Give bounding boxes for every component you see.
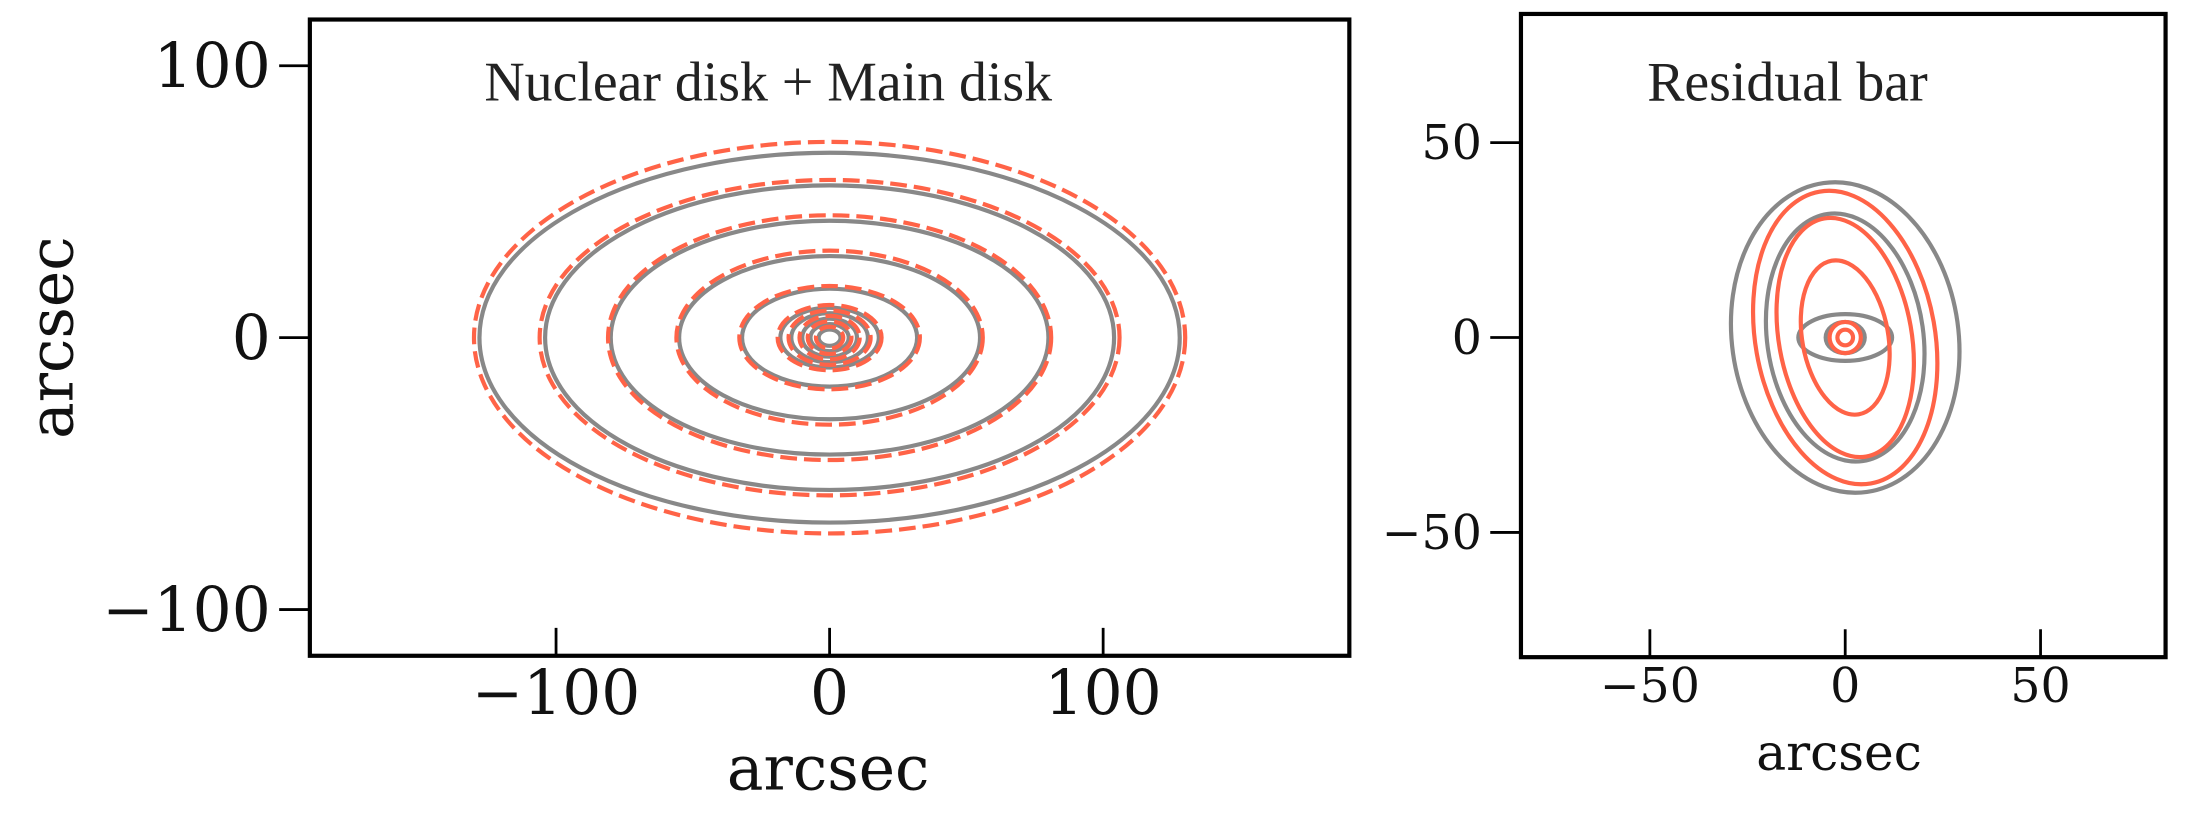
contour <box>471 139 1188 536</box>
plot-area <box>471 139 1188 536</box>
contour <box>739 286 920 389</box>
contour <box>797 313 862 362</box>
contour <box>674 248 985 427</box>
y-tick-label: −100 <box>102 575 271 646</box>
contour <box>816 327 843 348</box>
contour <box>1774 215 1916 460</box>
panel: −50 0 50 −50 0 50 Residual bar arcsec <box>1382 11 2168 782</box>
contour <box>813 324 846 351</box>
contour <box>605 213 1054 463</box>
panel: −100 0 100 −100 0 100 Nuclear disk + Main disk… <box>17 17 1352 805</box>
contour <box>786 308 873 367</box>
contour <box>1763 211 1927 464</box>
contour <box>608 218 1051 457</box>
panel-title: Nuclear disk + Main disk <box>484 51 1052 113</box>
x-tick-label: −100 <box>472 658 641 729</box>
x-tick-label: 100 <box>1045 658 1162 729</box>
y-axis-label: arcsec <box>17 236 88 439</box>
contour <box>789 311 870 365</box>
x-axis-label: arcsec <box>727 734 930 805</box>
x-axis-label: arcsec <box>1756 723 1922 782</box>
contour <box>775 302 884 373</box>
contour <box>1835 327 1856 348</box>
contour <box>537 177 1122 498</box>
x-tick-label: 0 <box>810 658 849 729</box>
y-tick-label: 100 <box>154 31 271 102</box>
y-tick-label: 0 <box>1452 311 1482 366</box>
contour <box>477 150 1182 525</box>
contour <box>808 321 851 354</box>
y-tick-label: 50 <box>1422 116 1482 171</box>
plot-area <box>1728 180 1962 495</box>
axes-frame <box>1518 11 2168 660</box>
contour <box>543 183 1117 493</box>
axes-frame <box>307 17 1352 658</box>
contour <box>677 253 983 422</box>
contour <box>1796 312 1895 363</box>
x-tick-label: −50 <box>1600 659 1700 714</box>
panel-title: Residual bar <box>1647 51 1928 113</box>
contour <box>778 305 881 370</box>
y-tick-label: 0 <box>232 303 271 374</box>
contour <box>1798 258 1892 417</box>
contour <box>1728 180 1962 495</box>
x-tick-label: 50 <box>2010 659 2070 714</box>
contour <box>737 283 922 392</box>
x-tick-label: 0 <box>1830 659 1860 714</box>
contour <box>1827 319 1863 356</box>
contour <box>805 319 854 357</box>
y-tick-label: −50 <box>1382 506 1482 561</box>
contour <box>1750 188 1940 487</box>
contour <box>800 316 860 359</box>
